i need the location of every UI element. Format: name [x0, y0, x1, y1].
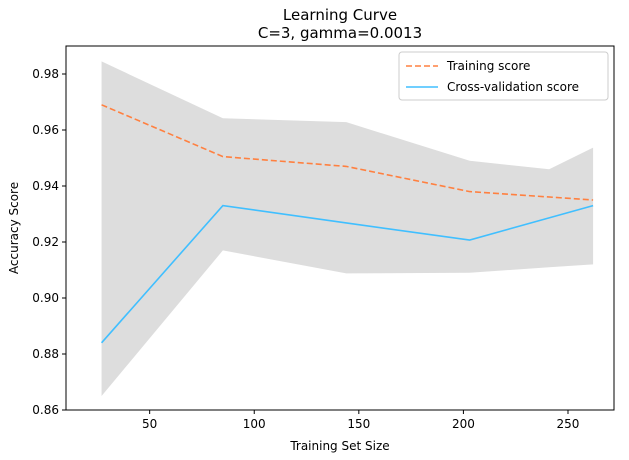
y-tick-label: 0.98: [32, 67, 59, 81]
chart-title-line2: C=3, gamma=0.0013: [258, 24, 422, 42]
cross-validation-score-line: [100, 204, 594, 344]
x-tick-label: 250: [557, 417, 580, 431]
confidence-band: [101, 61, 594, 397]
y-tick-label: 0.92: [32, 235, 59, 249]
training-score-line: [101, 104, 594, 201]
x-tick-label: 100: [243, 417, 266, 431]
y-tick-label: 0.90: [32, 291, 59, 305]
x-tick-label: 150: [347, 417, 370, 431]
legend: Training score Cross-validation score: [398, 51, 609, 101]
y-tick-label: 0.86: [32, 403, 59, 417]
y-tick-label: 0.88: [32, 347, 59, 361]
legend-box: [398, 51, 609, 101]
x-tick-label: 50: [142, 417, 157, 431]
legend-label-training: Training score: [446, 59, 530, 73]
legend-label-cross-validation: Cross-validation score: [447, 80, 579, 94]
series-layer: [100, 104, 594, 344]
y-ticks: 0.86 0.88 0.90 0.92 0.94 0.96 0.98: [32, 67, 66, 417]
x-axis-label: Training Set Size: [289, 439, 389, 453]
confidence-band-layer: [101, 61, 594, 397]
y-axis-label: Accuracy Score: [7, 182, 21, 274]
x-ticks: 50 100 150 200 250: [142, 410, 579, 431]
y-tick-label: 0.94: [32, 179, 59, 193]
x-tick-label: 200: [452, 417, 475, 431]
y-tick-label: 0.96: [32, 123, 59, 137]
plot-frame: [65, 45, 615, 411]
chart-title-line1: Learning Curve: [283, 6, 397, 24]
